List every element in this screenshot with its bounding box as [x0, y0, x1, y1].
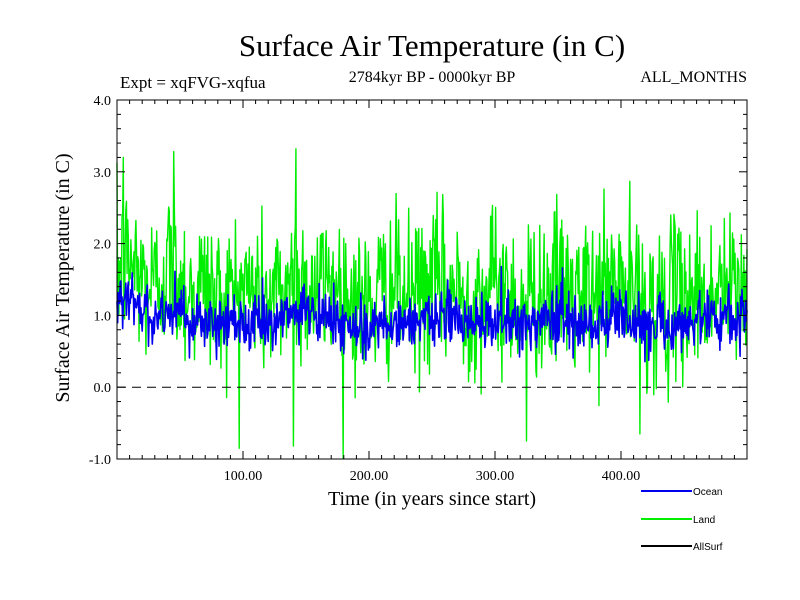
y-axis-label: Surface Air Temperature (in C) — [52, 153, 74, 402]
x-axis-label: Time (in years since start) — [328, 488, 536, 510]
y-tick-label: 0.0 — [94, 381, 112, 396]
y-tick-label: 2.0 — [94, 238, 112, 253]
months-label: ALL_MONTHS — [640, 69, 747, 86]
legend: Ocean Land AllSurf — [641, 487, 723, 553]
x-tick-label: 300.00 — [476, 469, 515, 484]
tick-layer: -1.0 0.0 1.0 2.0 3.0 4.0 100.00 200.00 300.00 400… — [89, 94, 747, 484]
y-tick-label: 4.0 — [94, 94, 112, 109]
y-tick-label: -1.0 — [89, 453, 111, 468]
series-layer — [116, 148, 748, 460]
series-line-ocean — [116, 265, 748, 363]
legend-label-allsurf: AllSurf — [693, 542, 723, 553]
legend-label-land: Land — [693, 515, 715, 526]
expt-label: Expt = xqFVG-xqfua — [120, 73, 266, 92]
y-tick-label: 1.0 — [94, 309, 112, 324]
x-tick-label: 200.00 — [350, 469, 389, 484]
chart-subtitle: 2784kyr BP - 0000kyr BP — [349, 69, 516, 86]
legend-label-ocean: Ocean — [693, 487, 722, 498]
chart-title: Surface Air Temperature (in C) — [239, 28, 625, 63]
x-tick-label: 100.00 — [224, 469, 263, 484]
y-tick-label: 3.0 — [94, 166, 112, 181]
x-tick-label: 400.00 — [602, 469, 641, 484]
